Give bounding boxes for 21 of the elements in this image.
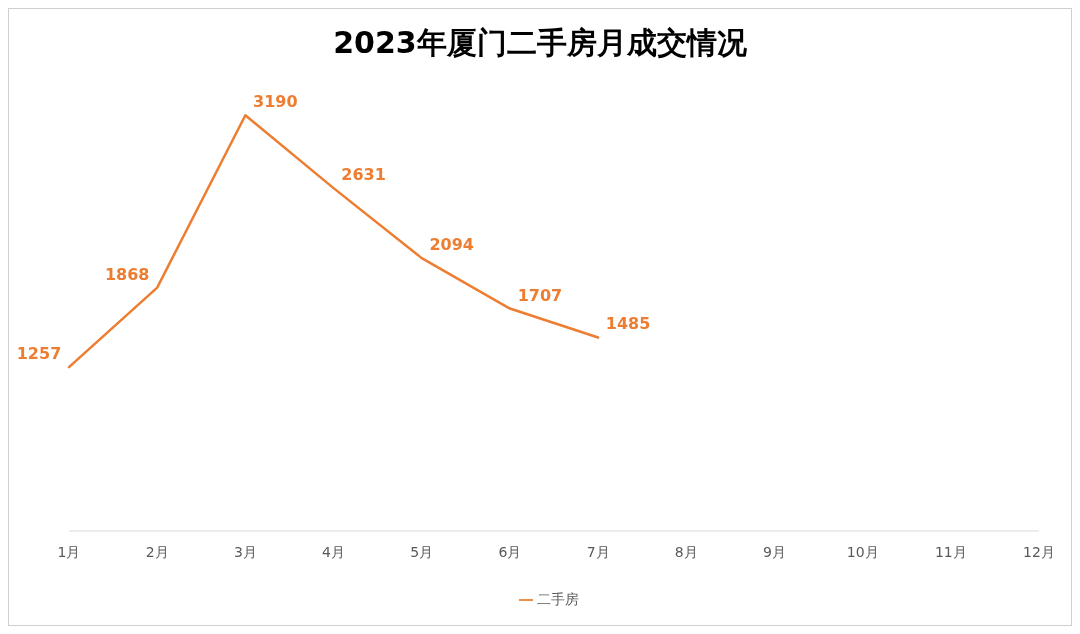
data-label: 1868 (104, 264, 150, 284)
x-tick-label: 7月 (586, 543, 610, 560)
data-label: 2631 (341, 165, 386, 185)
x-tick-label: 9月 (762, 543, 786, 560)
x-tick-label: 11月 (934, 543, 967, 560)
x-tick-label: 3月 (233, 543, 257, 560)
x-tick-label: 6月 (498, 543, 522, 560)
data-label: 1257 (16, 344, 62, 364)
chart-title: 2023年厦门二手房月成交情况 (332, 24, 748, 62)
x-tick-label: 1月 (57, 543, 81, 560)
data-label: 1485 (605, 314, 651, 334)
legend-label: 二手房 (537, 591, 579, 607)
x-tick-label: 10月 (846, 543, 879, 560)
data-label: 3190 (253, 92, 298, 112)
x-tick-label: 8月 (674, 543, 698, 560)
x-tick-label: 12月 (1023, 543, 1055, 560)
x-tick-label: 4月 (322, 543, 346, 560)
x-tick-label: 5月 (410, 543, 434, 560)
data-label: 2094 (429, 235, 474, 255)
x-tick-label: 2月 (145, 543, 169, 560)
data-label: 1707 (517, 285, 563, 305)
